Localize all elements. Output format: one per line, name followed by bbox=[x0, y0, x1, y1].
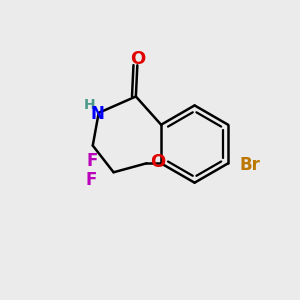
Text: N: N bbox=[90, 105, 104, 123]
Text: F: F bbox=[85, 171, 97, 189]
Text: F: F bbox=[86, 152, 98, 170]
Text: O: O bbox=[130, 50, 145, 68]
Text: O: O bbox=[150, 153, 165, 171]
Text: H: H bbox=[83, 98, 95, 112]
Text: Br: Br bbox=[239, 156, 260, 174]
